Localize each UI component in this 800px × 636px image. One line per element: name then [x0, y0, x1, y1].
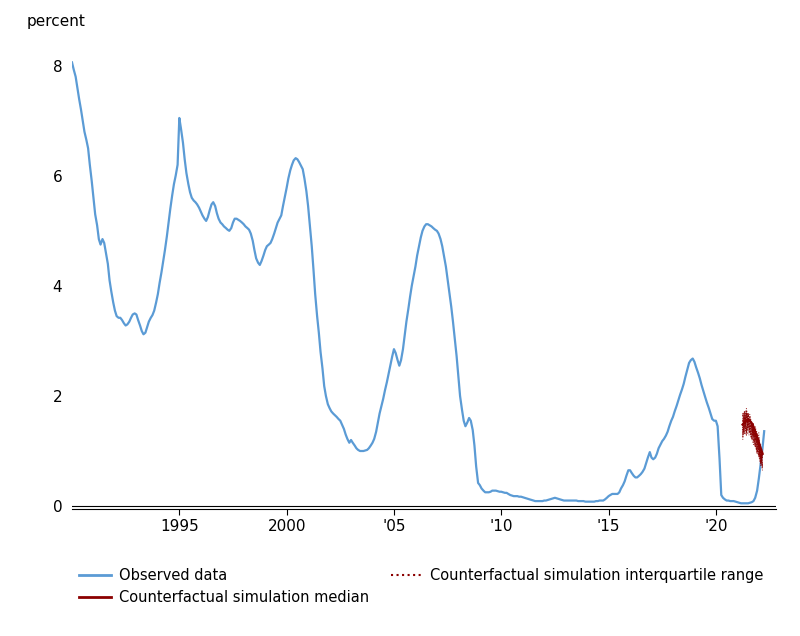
Legend: Observed data, Counterfactual simulation median, Counterfactual simulation inter: Observed data, Counterfactual simulation… — [79, 568, 763, 605]
Text: percent: percent — [26, 14, 85, 29]
